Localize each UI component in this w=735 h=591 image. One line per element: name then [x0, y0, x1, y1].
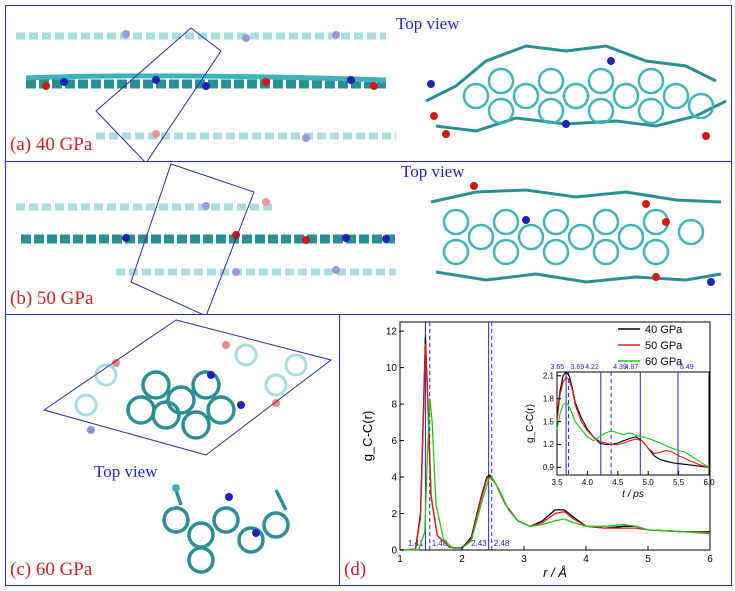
legend-label-2: 60 GPa — [645, 356, 683, 368]
inset-y-tick-label-1: 1.2 — [543, 440, 555, 449]
main-marker-label-1: 1.48 — [432, 539, 448, 548]
inset-y-tick-label-4: 2.1 — [543, 371, 555, 380]
main-x-tick-label-1: 2 — [459, 554, 465, 565]
main-y-tick-label-6: 12 — [386, 326, 398, 337]
main-y-axis-label: g_C-C(r) — [360, 411, 375, 462]
inset-x-axis-label: t / ps — [622, 489, 644, 500]
inset-x-tick-label-2: 4.5 — [612, 478, 624, 487]
inset-x-tick-label-0: 3.5 — [551, 478, 563, 487]
top-view-label-a: Top view — [396, 14, 460, 33]
inset-x-tick-label-1: 4.0 — [582, 478, 594, 487]
inset-series-40-gpa — [556, 371, 710, 468]
panel-label-d: (d) — [342, 559, 369, 581]
inset-series-50-gpa — [556, 376, 710, 468]
inset-x-tick-label-5: 6.0 — [703, 478, 715, 487]
main-marker-label-2: 2.43 — [471, 539, 487, 548]
main-y-tick-label-4: 8 — [391, 399, 397, 410]
main-x-tick-label-3: 4 — [583, 554, 589, 565]
legend-label-1: 50 GPa — [645, 340, 683, 352]
inset-marker-label-5: 5.49 — [680, 364, 694, 371]
main-x-tick-label-5: 6 — [707, 554, 713, 565]
inset-marker-label-0: 3.65 — [550, 364, 564, 371]
inset-marker-label-3: 4.39 — [613, 364, 627, 371]
molecule-figure-c — [42, 319, 333, 574]
main-x-tick-label-0: 1 — [397, 554, 403, 565]
inset-marker-label-1: 3.69 — [571, 364, 585, 371]
molecule-figure-a — [16, 27, 727, 161]
inset-y-tick-label-3: 1.8 — [543, 394, 555, 403]
panel-a: Top view (a) 40 GPa — [5, 5, 732, 162]
main-y-tick-label-0: 0 — [391, 545, 397, 556]
inset-x-tick-label-4: 5.5 — [673, 478, 685, 487]
main-y-tick-label-5: 10 — [386, 363, 398, 374]
inset-y-tick-label-0: 0.9 — [543, 463, 555, 472]
main-x-tick-label-4: 5 — [645, 554, 651, 565]
main-x-tick-label-2: 3 — [521, 554, 527, 565]
legend-label-0: 40 GPa — [645, 324, 683, 336]
main-y-tick-label-1: 2 — [391, 509, 397, 520]
inset-y-tick-label-2: 1.5 — [543, 417, 555, 426]
molecule-figure-b — [16, 163, 722, 314]
top-view-label-b: Top view — [401, 162, 465, 181]
inset-marker-label-2: 4.22 — [585, 364, 599, 371]
panel-label-c: (c) 60 GPa — [8, 559, 95, 581]
inset-x-tick-label-3: 5.0 — [643, 478, 655, 487]
top-view-label-c: Top view — [94, 462, 158, 481]
main-y-tick-label-3: 6 — [391, 436, 397, 447]
panel-label-a: (a) 40 GPa — [8, 134, 95, 156]
main-series-60-gpa — [399, 398, 711, 551]
main-y-tick-label-2: 4 — [391, 472, 397, 483]
inset-y-axis-label: g_C-C(r) — [525, 404, 536, 443]
inset-series-60-gpa — [556, 401, 710, 468]
main-marker-label-3: 2.48 — [494, 539, 510, 548]
panel-b: Top view (b) 50 GPa — [5, 161, 732, 315]
panel-c: Top view (c) 60 GPa — [5, 314, 340, 586]
main-x-axis-label: r / Å — [543, 565, 567, 580]
panel-label-b: (b) 50 GPa — [8, 288, 96, 310]
inset-marker-label-4: 4.87 — [625, 364, 639, 371]
